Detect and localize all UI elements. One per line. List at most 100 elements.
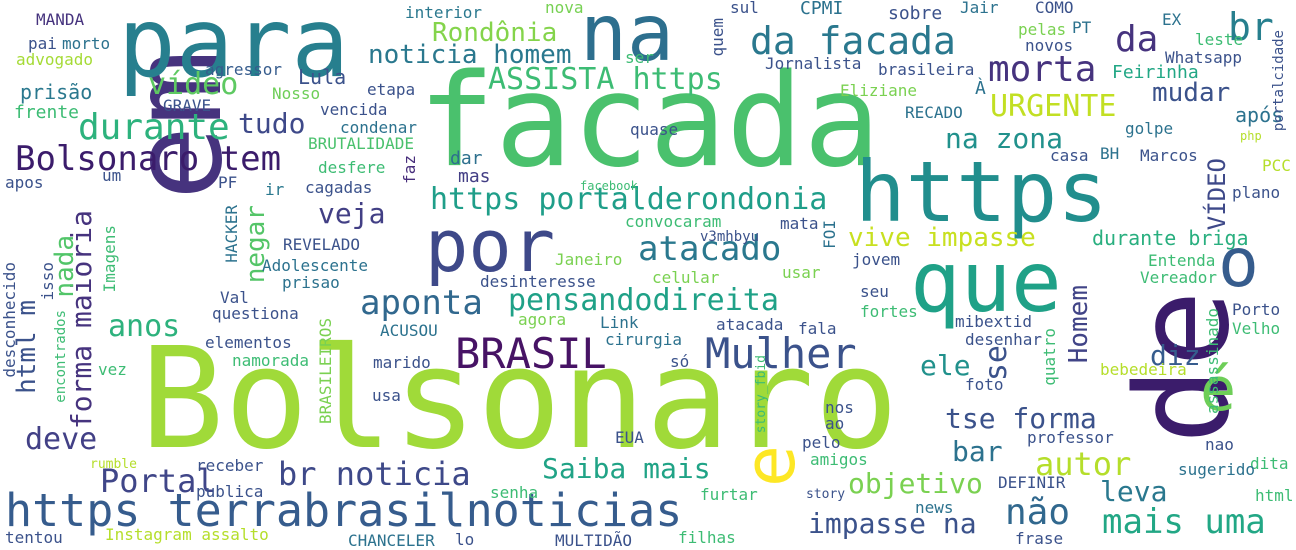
- word: prisao: [282, 273, 340, 292]
- word: ao: [825, 414, 845, 433]
- word: por: [425, 204, 556, 288]
- word: leva: [1100, 475, 1168, 508]
- word: php: [1240, 129, 1262, 143]
- word: e: [729, 445, 811, 488]
- word: facebook: [580, 179, 638, 193]
- word: Feirinha: [1112, 62, 1199, 83]
- word: FOI: [820, 220, 839, 249]
- word: namorada: [232, 351, 310, 370]
- word: Bolsonaro: [140, 318, 899, 481]
- word: https terrabrasilnoticias: [5, 484, 683, 537]
- word: dita: [1250, 454, 1289, 473]
- word: brasileira: [878, 60, 975, 79]
- word: anos: [108, 309, 181, 344]
- word: deve: [25, 422, 98, 457]
- word: interior: [405, 3, 483, 22]
- word: Portal: [100, 462, 216, 500]
- word: da facada: [750, 19, 956, 63]
- word: isso: [38, 262, 57, 301]
- word: sobre: [888, 3, 943, 24]
- word: publica: [196, 482, 264, 501]
- word: leste: [1195, 30, 1244, 49]
- word: nova: [545, 0, 584, 17]
- word: quase: [630, 120, 679, 139]
- word: rumble: [90, 457, 137, 472]
- word: Eliziane: [840, 81, 918, 100]
- word: portalcidade: [1271, 30, 1287, 132]
- word: um: [102, 166, 122, 185]
- word: Saiba mais: [542, 452, 711, 485]
- word: filhas: [678, 528, 736, 547]
- word: ASSISTA https: [488, 62, 723, 97]
- word: bar: [952, 435, 1003, 468]
- word: usa: [372, 386, 401, 405]
- word: Velho: [1232, 319, 1281, 338]
- word: Instagram assalto: [105, 525, 269, 544]
- word: Val: [220, 288, 249, 307]
- word: durante: [78, 107, 230, 148]
- word: facada: [418, 47, 881, 196]
- word: COMO: [1035, 0, 1074, 17]
- word: EUA: [615, 428, 644, 447]
- word: vez: [98, 360, 127, 379]
- word: br: [1228, 5, 1274, 49]
- word: mibextid: [955, 312, 1033, 331]
- word: vencida: [320, 100, 388, 119]
- word: condenar: [340, 118, 418, 137]
- word: Rondônia: [432, 18, 558, 48]
- word: PF: [218, 173, 238, 192]
- word: etapa: [367, 80, 416, 99]
- word: só: [670, 352, 690, 371]
- word: questiona: [212, 304, 299, 323]
- word: vive impasse: [848, 223, 1036, 253]
- word: nos: [825, 398, 854, 417]
- word: morto: [62, 34, 111, 53]
- word: autor: [1035, 445, 1132, 483]
- word: vídeo: [148, 67, 239, 102]
- word: desenhar: [965, 330, 1043, 349]
- word: foto: [965, 375, 1004, 394]
- word: amigos: [810, 450, 868, 469]
- word: BRUTALIDADE: [308, 134, 414, 153]
- word: VÍDEO: [1203, 158, 1231, 231]
- word: tentou: [5, 528, 63, 547]
- word: desinteresse: [480, 272, 596, 291]
- word: Homem: [1064, 285, 1094, 364]
- word: BH: [1100, 144, 1120, 163]
- word: quem: [708, 18, 727, 57]
- word: encontrados: [53, 310, 69, 403]
- word: advogado: [16, 50, 94, 69]
- word: elementos: [205, 333, 292, 352]
- word: Lula: [298, 65, 347, 89]
- word: v3mhbyu: [700, 229, 760, 245]
- word: fala: [798, 319, 837, 338]
- word: convocaram: [625, 212, 722, 231]
- word: sul: [730, 0, 759, 17]
- word: furtar: [700, 485, 758, 504]
- word: RECADO: [905, 103, 963, 122]
- word: MANDA: [36, 10, 85, 29]
- word: assassinado: [1203, 308, 1222, 414]
- word: noticia homem: [368, 40, 572, 70]
- word: news: [915, 498, 954, 517]
- word: Imagens: [100, 225, 119, 293]
- word: Porto: [1232, 300, 1281, 319]
- word: ir: [265, 180, 285, 199]
- word: https: [855, 143, 1108, 241]
- word: br noticia: [278, 455, 471, 493]
- word: na zona: [945, 122, 1064, 155]
- word: mas: [458, 166, 491, 187]
- word: EX: [1162, 10, 1182, 29]
- word: pai: [28, 34, 57, 53]
- word: PCC: [1262, 156, 1291, 175]
- word: BRASIL: [455, 329, 607, 378]
- word: faz: [400, 155, 419, 184]
- word: jovem: [852, 250, 901, 269]
- word: Jornalista: [765, 54, 862, 73]
- word: impasse na: [808, 507, 977, 540]
- word: nao: [1205, 435, 1234, 454]
- word: tse forma: [945, 402, 1097, 435]
- word: não: [1005, 492, 1071, 533]
- word: cirurgia: [605, 330, 683, 349]
